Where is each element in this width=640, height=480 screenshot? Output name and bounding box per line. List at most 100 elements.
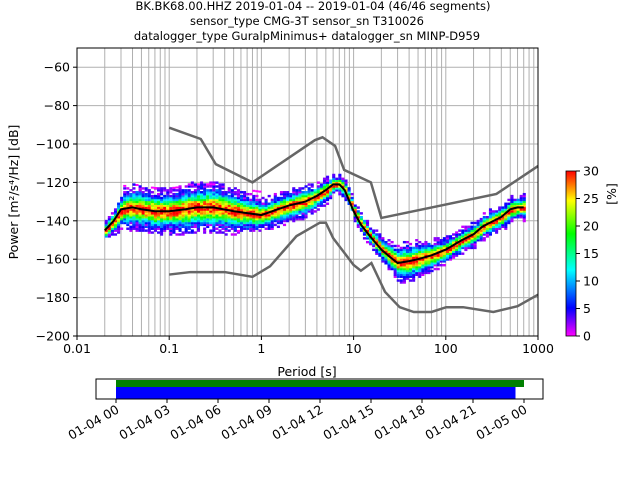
histogram-cell — [243, 221, 247, 225]
histogram-cell — [187, 214, 191, 217]
histogram-cell — [307, 206, 311, 209]
histogram-cell — [166, 191, 170, 194]
histogram-cell — [353, 206, 357, 209]
histogram-cell — [470, 240, 474, 244]
histogram-cell — [393, 252, 397, 255]
histogram-cell — [144, 202, 148, 205]
histogram-cell — [402, 279, 406, 282]
histogram-cell — [455, 239, 459, 242]
histogram-cell — [138, 200, 142, 204]
histogram-cell — [175, 204, 179, 207]
histogram-cell — [436, 248, 440, 252]
histogram-cell — [132, 192, 136, 196]
histogram-cell — [261, 216, 265, 219]
histogram-cell — [236, 194, 240, 198]
histogram-cell — [448, 248, 453, 252]
histogram-cell — [243, 191, 247, 194]
histogram-cell — [120, 214, 124, 217]
histogram-cell — [212, 192, 216, 196]
histogram-cell — [510, 219, 514, 223]
histogram-cell — [193, 202, 197, 205]
histogram-cell — [387, 248, 391, 252]
histogram-cell — [206, 214, 210, 217]
histogram-cell — [286, 212, 290, 215]
histogram-cell — [424, 265, 428, 269]
histogram-cell — [452, 237, 456, 240]
histogram-cell — [224, 196, 228, 200]
histogram-cell — [227, 217, 231, 221]
histogram-cell — [439, 248, 443, 252]
histogram-cell — [338, 177, 342, 181]
histogram-cell — [289, 200, 293, 204]
histogram-cell — [326, 185, 330, 188]
histogram-cell — [175, 219, 179, 223]
histogram-cell — [172, 208, 176, 211]
histogram-cell — [255, 208, 259, 211]
histogram-cell — [313, 204, 317, 207]
histogram-cell — [172, 196, 176, 200]
histogram-cell — [427, 242, 431, 246]
histogram-cell — [341, 177, 345, 181]
histogram-cell — [442, 246, 446, 250]
histogram-cell — [433, 256, 437, 259]
histogram-cell — [209, 217, 213, 221]
histogram-cell — [378, 233, 382, 236]
histogram-cell — [157, 216, 161, 219]
y-axis-label: Power [m²/s⁴/Hz] [dB] — [6, 125, 21, 260]
histogram-cell — [427, 258, 431, 261]
histogram-cell — [218, 231, 222, 234]
histogram-cell — [519, 204, 523, 207]
histogram-cell — [172, 225, 176, 229]
histogram-cell — [267, 202, 271, 205]
histogram-cell — [458, 242, 462, 246]
histogram-cell — [507, 219, 511, 223]
histogram-cell — [292, 204, 296, 207]
histogram-cell — [227, 219, 231, 223]
histogram-cell — [270, 208, 274, 211]
histogram-cell — [279, 198, 284, 202]
histogram-cell — [181, 191, 185, 194]
histogram-cell — [212, 219, 216, 223]
histogram-cell — [279, 196, 284, 200]
histogram-cell — [427, 246, 431, 250]
histogram-cell — [418, 271, 422, 275]
histogram-cell — [184, 221, 188, 225]
histogram-cell — [341, 191, 345, 194]
histogram-cell — [243, 198, 247, 202]
histogram-cell — [203, 231, 207, 234]
histogram-cell — [442, 250, 446, 253]
histogram-cell — [221, 223, 225, 227]
histogram-cell — [230, 233, 234, 236]
histogram-cell — [464, 239, 468, 242]
histogram-cell — [344, 196, 348, 200]
histogram-cell — [365, 229, 370, 232]
histogram-cell — [335, 185, 339, 188]
histogram-cell — [313, 198, 317, 202]
histogram-cell — [458, 229, 462, 232]
histogram-cell — [166, 214, 170, 217]
histogram-cell — [157, 198, 161, 202]
histogram-cell — [117, 223, 121, 227]
histogram-cell — [412, 265, 416, 269]
histogram-cell — [157, 221, 161, 225]
histogram-cell — [402, 273, 406, 277]
histogram-cell — [356, 221, 360, 225]
histogram-cell — [141, 206, 145, 209]
histogram-cell — [178, 200, 182, 204]
histogram-cell — [200, 219, 204, 223]
histogram-cell — [267, 217, 271, 221]
histogram-cell — [491, 221, 496, 225]
histogram-cell — [510, 216, 514, 219]
histogram-cell — [270, 214, 274, 217]
histogram-cell — [126, 200, 130, 204]
histogram-cell — [117, 208, 121, 211]
histogram-cell — [117, 206, 121, 209]
histogram-cell — [396, 271, 400, 275]
histogram-cell — [436, 237, 440, 240]
histogram-cell — [501, 221, 505, 225]
histogram-cell — [243, 219, 247, 223]
histogram-cell — [279, 200, 284, 204]
histogram-cell — [178, 216, 182, 219]
histogram-cell — [200, 200, 204, 204]
histogram-cell — [166, 198, 170, 202]
